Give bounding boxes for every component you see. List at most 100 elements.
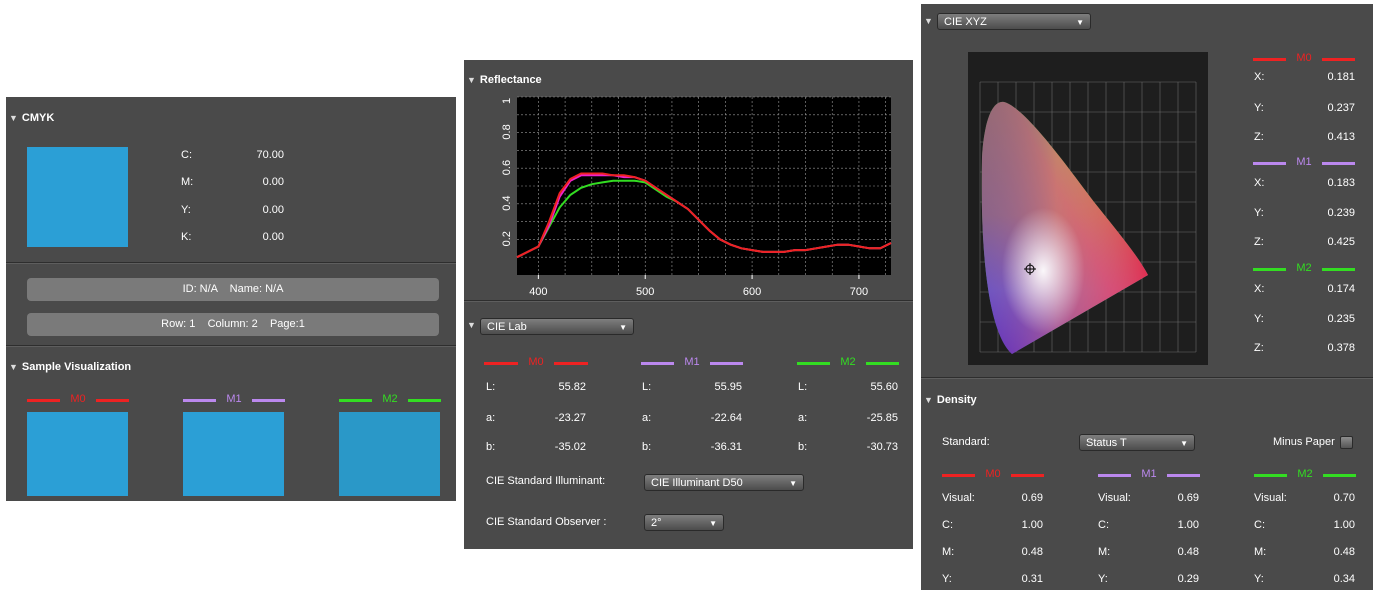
density-y-label: Y: bbox=[1098, 573, 1108, 585]
sample-visualization-header[interactable]: ▼ Sample Visualization bbox=[9, 361, 131, 373]
density-y-label: Y: bbox=[1254, 573, 1264, 585]
xyz-Z-label: Z: bbox=[1254, 342, 1264, 354]
reflectance-chart: 0.2 0.4 0.6 0.8 1 400 500 600 700 bbox=[484, 95, 894, 300]
standard-dropdown[interactable]: Status T ▼ bbox=[1079, 434, 1195, 451]
x-tick-label: 600 bbox=[743, 286, 761, 298]
observer-dropdown[interactable]: 2° ▼ bbox=[644, 514, 724, 531]
xyz-legend-m2: M2 bbox=[1253, 262, 1355, 276]
y-tick-label: 0.2 bbox=[501, 231, 513, 246]
legend-label: M1 bbox=[226, 393, 242, 405]
sample-swatch-m0 bbox=[27, 412, 128, 496]
legend-label: M0 bbox=[1296, 52, 1312, 64]
cmyk-header[interactable]: ▼ CMYK bbox=[9, 112, 54, 124]
y-tick-label: 0.4 bbox=[501, 196, 513, 211]
legend-label: M2 bbox=[382, 393, 398, 405]
xyz-Y-label: Y: bbox=[1254, 313, 1264, 325]
xyz-X-value: 0.181 bbox=[1327, 71, 1355, 83]
legend-label: M2 bbox=[840, 356, 856, 368]
disclosure-triangle-icon[interactable]: ▼ bbox=[924, 16, 933, 26]
xyz-Y-value: 0.239 bbox=[1327, 207, 1355, 219]
legend-label: M0 bbox=[70, 393, 86, 405]
lab-a-label: a: bbox=[798, 412, 808, 424]
density-c-value: 1.00 bbox=[1177, 519, 1199, 531]
divider bbox=[464, 300, 913, 302]
sample-legend-m2: M2 bbox=[339, 393, 441, 407]
y-tick-label: 1 bbox=[501, 98, 513, 104]
density-m-label: M: bbox=[1254, 546, 1267, 558]
chevron-down-icon: ▼ bbox=[789, 479, 797, 488]
disclosure-triangle-icon[interactable]: ▼ bbox=[9, 362, 18, 372]
reflectance-header[interactable]: ▼ Reflectance bbox=[467, 74, 542, 86]
density-m-value: 0.48 bbox=[1021, 546, 1043, 558]
cmyk-value: 0.00 bbox=[262, 204, 284, 216]
lab-legend-m2: M2 bbox=[797, 356, 899, 370]
standard-value: Status T bbox=[1086, 437, 1127, 449]
sample-swatch-m1 bbox=[183, 412, 284, 496]
color-space-dropdown[interactable]: CIE Lab ▼ bbox=[480, 318, 634, 335]
chevron-down-icon: ▼ bbox=[1076, 18, 1084, 27]
illuminant-label: CIE Standard Illuminant: bbox=[486, 475, 606, 487]
lab-a-label: a: bbox=[642, 412, 652, 424]
disclosure-triangle-icon[interactable]: ▼ bbox=[467, 75, 476, 85]
lab-L-value: 55.60 bbox=[870, 381, 898, 393]
cie-xyz-header[interactable]: ▼ bbox=[924, 15, 937, 27]
density-m-value: 0.48 bbox=[1333, 546, 1355, 558]
density-visual-label: Visual: bbox=[1254, 492, 1287, 504]
x-tick-label: 500 bbox=[636, 286, 654, 298]
legend-label: M1 bbox=[1296, 156, 1312, 168]
cmyk-value: 0.00 bbox=[262, 176, 284, 188]
density-c-label: C: bbox=[1098, 519, 1109, 531]
xyz-Z-label: Z: bbox=[1254, 131, 1264, 143]
density-visual-value: 0.69 bbox=[1021, 492, 1043, 504]
lab-b-label: b: bbox=[642, 441, 652, 453]
disclosure-triangle-icon[interactable]: ▼ bbox=[9, 113, 18, 123]
lab-L-label: L: bbox=[486, 381, 496, 393]
y-tick-label: 0.6 bbox=[501, 160, 513, 175]
density-header[interactable]: ▼ Density bbox=[924, 394, 977, 406]
xyz-X-value: 0.183 bbox=[1327, 177, 1355, 189]
xyz-Z-value: 0.425 bbox=[1327, 236, 1355, 248]
xyz-density-panel: ▼ CIE XYZ ▼ bbox=[921, 4, 1373, 590]
density-visual-value: 0.70 bbox=[1333, 492, 1355, 504]
sample-swatch-m2 bbox=[339, 412, 440, 496]
disclosure-triangle-icon[interactable]: ▼ bbox=[467, 320, 476, 330]
cie-lab-header[interactable]: ▼ bbox=[467, 319, 480, 331]
series-line-m0 bbox=[516, 172, 892, 259]
density-legend-m1: M1 bbox=[1098, 468, 1200, 482]
legend-label: M0 bbox=[985, 468, 1001, 480]
lab-a-value: -23.27 bbox=[554, 412, 586, 424]
divider bbox=[6, 262, 456, 264]
xyz-Z-value: 0.413 bbox=[1327, 131, 1355, 143]
chevron-down-icon: ▼ bbox=[709, 519, 717, 528]
reflectance-title: Reflectance bbox=[479, 74, 542, 86]
xyz-space-dropdown[interactable]: CIE XYZ ▼ bbox=[937, 13, 1091, 30]
chevron-down-icon: ▼ bbox=[619, 323, 627, 332]
cmyk-color-swatch bbox=[27, 147, 128, 247]
legend-label: M2 bbox=[1296, 262, 1312, 274]
density-c-label: C: bbox=[942, 519, 953, 531]
cmyk-label: Y: bbox=[181, 204, 191, 216]
id-name-bar: ID: N/A Name: N/A bbox=[27, 278, 439, 301]
xyz-legend-m1: M1 bbox=[1253, 156, 1355, 170]
cmyk-label: C: bbox=[181, 149, 192, 161]
sample-legend-m0: M0 bbox=[27, 393, 129, 407]
lab-b-value: -30.73 bbox=[866, 441, 898, 453]
legend-label: M1 bbox=[684, 356, 700, 368]
legend-label: M2 bbox=[1297, 468, 1313, 480]
lab-L-value: 55.82 bbox=[558, 381, 586, 393]
xyz-X-value: 0.174 bbox=[1327, 283, 1355, 295]
divider bbox=[6, 345, 456, 347]
xyz-Y-label: Y: bbox=[1254, 207, 1264, 219]
illuminant-dropdown[interactable]: CIE Illuminant D50 ▼ bbox=[644, 474, 804, 491]
minus-paper-checkbox[interactable] bbox=[1340, 436, 1353, 449]
xyz-Z-label: Z: bbox=[1254, 236, 1264, 248]
lab-L-label: L: bbox=[798, 381, 808, 393]
disclosure-triangle-icon[interactable]: ▼ bbox=[924, 395, 933, 405]
lab-L-label: L: bbox=[642, 381, 652, 393]
x-tick-label: 700 bbox=[850, 286, 868, 298]
lab-legend-m1: M1 bbox=[641, 356, 743, 370]
cmyk-panel: ▼ CMYK C: 70.00 M: 0.00 Y: 0.00 K: 0.00 I… bbox=[6, 97, 456, 501]
density-c-value: 1.00 bbox=[1333, 519, 1355, 531]
density-visual-value: 0.69 bbox=[1177, 492, 1199, 504]
density-c-label: C: bbox=[1254, 519, 1265, 531]
